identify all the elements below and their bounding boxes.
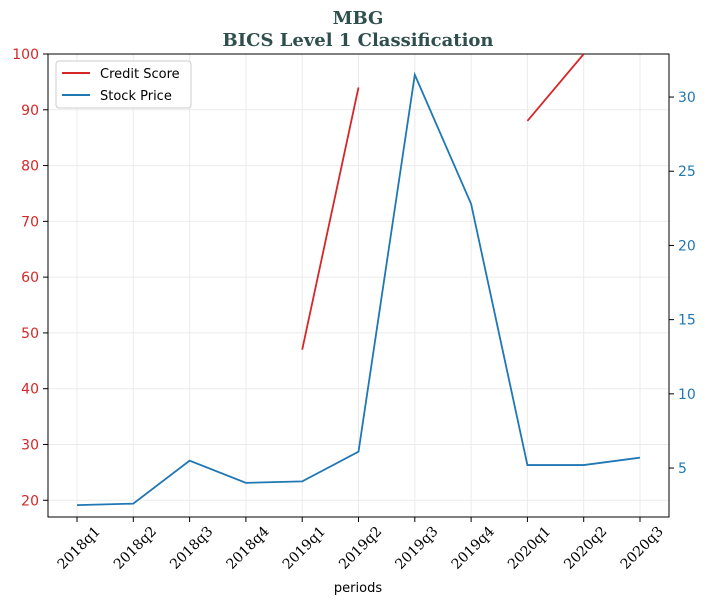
legend-label-stock-price: Stock Price [100, 89, 172, 104]
x-tick-label: 2019q1 [280, 524, 329, 573]
x-tick-label: 2020q3 [618, 524, 667, 573]
right-tick-label: 10 [678, 387, 696, 403]
right-tick-label: 30 [678, 90, 696, 106]
x-tick-label: 2019q2 [336, 524, 385, 573]
series-line-credit-score [526, 54, 585, 122]
right-tick-label: 25 [678, 164, 696, 180]
series-line-stock-price [76, 71, 641, 507]
series-lines [76, 54, 641, 507]
series-line-credit-score [301, 87, 360, 350]
x-tick-label: 2020q1 [505, 524, 554, 573]
left-tick-label: 30 [21, 437, 39, 453]
left-tick-label: 20 [21, 493, 39, 509]
grid [48, 53, 669, 517]
right-tick-label: 20 [678, 238, 696, 254]
chart-title: MBG [333, 8, 384, 29]
x-tick-label: 2018q4 [223, 524, 272, 573]
left-tick-label: 60 [21, 270, 39, 286]
x-tick-label: 2018q3 [167, 524, 216, 573]
x-axis-label: periods [334, 581, 382, 596]
left-tick-label: 80 [21, 159, 39, 175]
left-tick-label: 90 [21, 103, 39, 119]
x-axis: 2018q1 2018q2 2018q3 2018q4 2019q1 2019q2 2019… [55, 517, 667, 573]
left-tick-label: 100 [12, 47, 39, 63]
x-tick-label: 2018q1 [55, 524, 104, 573]
right-tick-label: 5 [678, 461, 687, 477]
left-tick-label: 50 [21, 326, 39, 342]
x-tick-label: 2019q3 [392, 524, 441, 573]
chart-subtitle: BICS Level 1 Classification [222, 30, 493, 51]
right-axis: 5 10 15 20 25 30 [669, 90, 696, 477]
left-axis: 20 30 40 50 60 70 80 90 100 [12, 47, 48, 509]
x-tick-label: 2019q4 [449, 524, 498, 573]
left-tick-label: 40 [21, 382, 39, 398]
legend: Credit Score Stock Price [55, 60, 192, 109]
right-tick-label: 15 [678, 313, 696, 329]
x-tick-label: 2018q2 [111, 524, 160, 573]
left-tick-label: 70 [21, 214, 39, 230]
x-tick-label: 2020q2 [561, 524, 610, 573]
legend-label-credit-score: Credit Score [100, 67, 180, 82]
